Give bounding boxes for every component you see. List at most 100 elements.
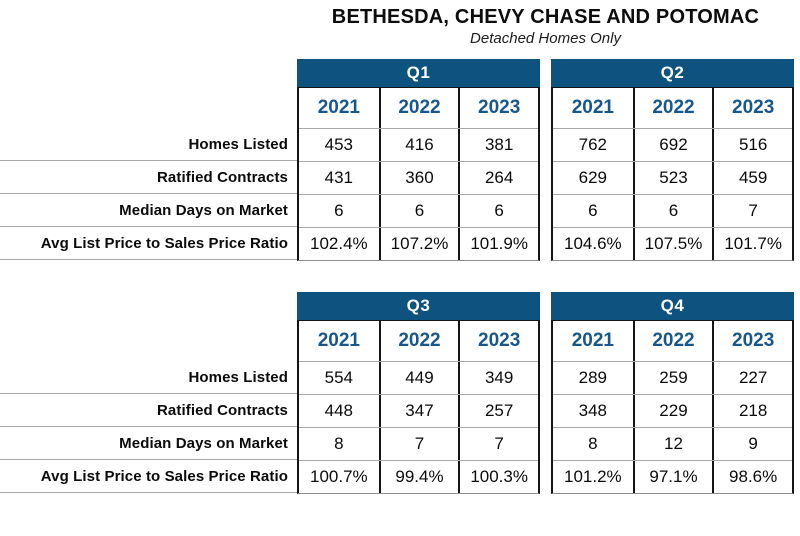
row-label-ratified-contracts: Ratified Contracts bbox=[0, 394, 297, 427]
row-label-list-to-sales-ratio: Avg List Price to Sales Price Ratio bbox=[0, 460, 297, 493]
row-label-column: Homes Listed Ratified Contracts Median D… bbox=[0, 292, 297, 494]
table-cell: 102.4% bbox=[309, 234, 368, 253]
table-cell: 289 bbox=[578, 368, 608, 387]
quarter-header-q1: Q1 bbox=[297, 59, 540, 87]
table-row-homes-listed: 762 692 516 bbox=[553, 128, 792, 161]
table-gap bbox=[540, 59, 551, 261]
table-row-ratified-contracts: 448 347 257 bbox=[299, 394, 538, 427]
table-cell: 100.3% bbox=[458, 461, 538, 493]
table-cell: 348 bbox=[578, 401, 608, 420]
table-cell: 259 bbox=[632, 362, 713, 394]
table-row-homes-listed: 289 259 227 bbox=[553, 361, 792, 394]
quarter-table-q4: Q4 2021 2022 2023 289 259 227 348 229 21… bbox=[551, 292, 794, 494]
table-cell: 416 bbox=[378, 129, 459, 161]
table-row-ratified-contracts: 629 523 459 bbox=[553, 161, 792, 194]
table-cell: 257 bbox=[458, 395, 538, 427]
table-cell: 7 bbox=[378, 428, 459, 460]
year-header: 2021 bbox=[571, 330, 614, 351]
table-row-list-to-sales-ratio: 104.6% 107.5% 101.7% bbox=[553, 227, 792, 260]
table-cell: 7 bbox=[458, 428, 538, 460]
table-cell: 6 bbox=[458, 195, 538, 227]
table-cell: 104.6% bbox=[563, 234, 622, 253]
table-cell: 6 bbox=[632, 195, 713, 227]
quarter-table-body: 2021 2022 2023 289 259 227 348 229 218 8… bbox=[551, 320, 794, 494]
year-header: 2022 bbox=[378, 321, 459, 361]
table-cell: 227 bbox=[712, 362, 792, 394]
table-cell: 6 bbox=[378, 195, 459, 227]
report-header: BETHESDA, CHEVY CHASE AND POTOMAC Detach… bbox=[297, 6, 794, 47]
row-label-homes-listed: Homes Listed bbox=[0, 128, 297, 161]
report-subtitle: Detached Homes Only bbox=[470, 30, 621, 47]
table-row-list-to-sales-ratio: 101.2% 97.1% 98.6% bbox=[553, 460, 792, 493]
year-header: 2023 bbox=[712, 321, 792, 361]
table-row-ratified-contracts: 348 229 218 bbox=[553, 394, 792, 427]
table-cell: 349 bbox=[458, 362, 538, 394]
table-cell: 449 bbox=[378, 362, 459, 394]
table-cell: 8 bbox=[588, 434, 598, 453]
quarter-table-q2: Q2 2021 2022 2023 762 692 516 629 523 45… bbox=[551, 59, 794, 261]
quarter-table-body: 2021 2022 2023 554 449 349 448 347 257 8… bbox=[297, 320, 540, 494]
year-header-row: 2021 2022 2023 bbox=[299, 88, 538, 128]
table-cell: 101.7% bbox=[712, 228, 792, 260]
table-gap bbox=[540, 292, 551, 494]
table-row-median-days: 6 6 7 bbox=[553, 194, 792, 227]
table-cell: 101.9% bbox=[458, 228, 538, 260]
table-cell: 12 bbox=[632, 428, 713, 460]
table-cell: 629 bbox=[578, 168, 608, 187]
table-cell: 762 bbox=[578, 135, 608, 154]
table-cell: 107.2% bbox=[378, 228, 459, 260]
quarter-header-q3: Q3 bbox=[297, 292, 540, 320]
year-header: 2021 bbox=[317, 330, 360, 351]
table-cell: 100.7% bbox=[309, 467, 368, 486]
row-label-ratified-contracts: Ratified Contracts bbox=[0, 161, 297, 194]
year-header: 2021 bbox=[571, 97, 614, 118]
table-row-homes-listed: 453 416 381 bbox=[299, 128, 538, 161]
table-cell: 554 bbox=[324, 368, 354, 387]
table-row-list-to-sales-ratio: 102.4% 107.2% 101.9% bbox=[299, 227, 538, 260]
table-cell: 98.6% bbox=[712, 461, 792, 493]
year-header: 2022 bbox=[632, 88, 713, 128]
table-cell: 97.1% bbox=[632, 461, 713, 493]
report-title: BETHESDA, CHEVY CHASE AND POTOMAC bbox=[331, 6, 760, 28]
table-cell: 347 bbox=[378, 395, 459, 427]
table-row-median-days: 8 7 7 bbox=[299, 427, 538, 460]
table-cell: 381 bbox=[458, 129, 538, 161]
row-label-median-days: Median Days on Market bbox=[0, 194, 297, 227]
table-cell: 459 bbox=[712, 162, 792, 194]
quarter-table-body: 2021 2022 2023 453 416 381 431 360 264 6… bbox=[297, 87, 540, 261]
table-cell: 264 bbox=[458, 162, 538, 194]
year-header: 2023 bbox=[458, 321, 538, 361]
table-cell: 431 bbox=[324, 168, 354, 187]
row-label-column: Homes Listed Ratified Contracts Median D… bbox=[0, 59, 297, 261]
table-cell: 101.2% bbox=[563, 467, 622, 486]
quarter-table-q1: Q1 2021 2022 2023 453 416 381 431 360 26… bbox=[297, 59, 540, 261]
table-cell: 8 bbox=[334, 434, 344, 453]
table-cell: 6 bbox=[588, 201, 598, 220]
table-row-list-to-sales-ratio: 100.7% 99.4% 100.3% bbox=[299, 460, 538, 493]
table-row-median-days: 6 6 6 bbox=[299, 194, 538, 227]
row-label-median-days: Median Days on Market bbox=[0, 427, 297, 460]
table-cell: 448 bbox=[324, 401, 354, 420]
year-header-row: 2021 2022 2023 bbox=[299, 321, 538, 361]
quarter-group-q3-q4: Homes Listed Ratified Contracts Median D… bbox=[0, 292, 800, 494]
table-cell: 523 bbox=[632, 162, 713, 194]
quarter-header-q4: Q4 bbox=[551, 292, 794, 320]
year-header: 2022 bbox=[378, 88, 459, 128]
table-cell: 7 bbox=[712, 195, 792, 227]
table-cell: 516 bbox=[712, 129, 792, 161]
table-cell: 360 bbox=[378, 162, 459, 194]
table-row-median-days: 8 12 9 bbox=[553, 427, 792, 460]
table-cell: 692 bbox=[632, 129, 713, 161]
quarter-table-body: 2021 2022 2023 762 692 516 629 523 459 6… bbox=[551, 87, 794, 261]
table-cell: 6 bbox=[334, 201, 344, 220]
table-cell: 229 bbox=[632, 395, 713, 427]
year-header: 2023 bbox=[458, 88, 538, 128]
row-label-homes-listed: Homes Listed bbox=[0, 361, 297, 394]
quarter-header-q2: Q2 bbox=[551, 59, 794, 87]
year-header: 2022 bbox=[632, 321, 713, 361]
row-label-list-to-sales-ratio: Avg List Price to Sales Price Ratio bbox=[0, 227, 297, 260]
table-row-ratified-contracts: 431 360 264 bbox=[299, 161, 538, 194]
quarter-group-q1-q2: Homes Listed Ratified Contracts Median D… bbox=[0, 59, 800, 261]
year-header-row: 2021 2022 2023 bbox=[553, 321, 792, 361]
